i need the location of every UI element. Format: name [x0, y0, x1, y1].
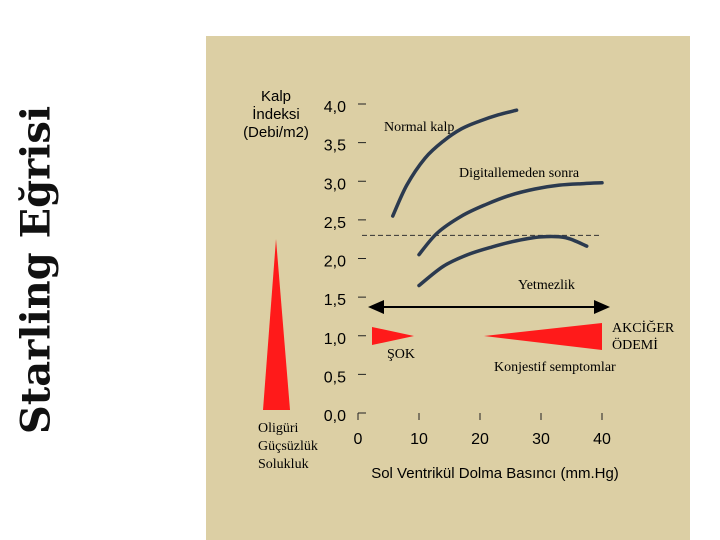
label-sok: ŞOK: [387, 347, 415, 362]
label-digitallemeden-sonra: Digitallemeden sonra: [459, 166, 580, 181]
ylabel-line-2: İndeksi: [252, 105, 300, 123]
y-tick-label: 3,5: [324, 138, 346, 155]
y-tick-label: 2,0: [324, 254, 346, 271]
label-konjestif: Konjestif semptomlar: [494, 360, 616, 375]
x-tick-label: 0: [354, 431, 363, 448]
ylabel-line-1: Kalp: [261, 88, 291, 105]
label-akciger-line-2: ÖDEMİ: [612, 336, 658, 353]
label-yetmezlik: Yetmezlik: [518, 278, 575, 293]
y-tick-label: 0,0: [324, 408, 346, 425]
x-axis-title: Sol Ventrikül Dolma Basıncı (mm.Hg): [371, 465, 619, 482]
y-tick-label: 4,0: [324, 99, 346, 116]
curve-digitallemeden-sonra: [417, 181, 604, 257]
curve-normal-kalp: [391, 108, 519, 218]
y-tick-label: 3,0: [324, 176, 346, 193]
y-tick-label: 1,0: [324, 331, 346, 348]
vertical-triangle: [263, 239, 290, 410]
y-tick-label: 0,5: [324, 369, 346, 386]
label-normal-kalp: Normal kalp: [384, 120, 454, 135]
x-tick-label: 20: [471, 431, 489, 448]
congestion-triangle: [484, 323, 602, 350]
label-oliguri: Oligüri: [258, 421, 299, 436]
label-gucsuzluk: Güçsüzlük: [258, 439, 318, 454]
y-tick-label: 2,5: [324, 215, 346, 232]
x-tick-label: 10: [410, 431, 428, 448]
y-tick-label: 1,5: [324, 292, 346, 309]
chart-panel: [206, 36, 690, 540]
x-tick-label: 40: [593, 431, 611, 448]
shock-triangle: [372, 327, 414, 345]
arrow-head-left: [368, 300, 384, 314]
ylabel-line-3: (Debi/m2): [243, 124, 309, 141]
curve-yetmezlik: [417, 234, 589, 288]
label-solukluk: Solukluk: [258, 457, 309, 472]
arrow-head-right: [594, 300, 610, 314]
x-tick-label: 30: [532, 431, 550, 448]
label-akciger-line-1: AKCİĞER: [612, 319, 675, 336]
